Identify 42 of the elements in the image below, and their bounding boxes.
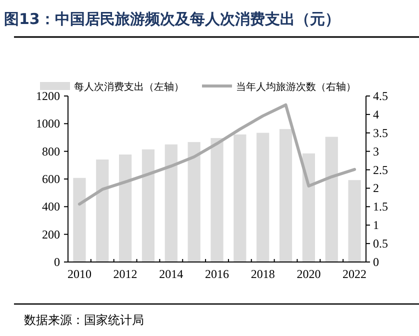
y2-tick-label: 1 <box>373 218 379 232</box>
y-tick-label: 800 <box>42 144 60 158</box>
x-tick-label: 2012 <box>113 267 138 281</box>
bar <box>325 136 338 262</box>
bar <box>210 138 224 262</box>
x-tick-label: 2016 <box>205 267 229 281</box>
y-tick-label: 600 <box>42 172 60 186</box>
y2-tick-label: 0 <box>373 255 379 269</box>
bar <box>279 129 292 262</box>
bar <box>256 132 270 262</box>
legend-label: 每人次消费支出（左轴） <box>74 81 184 93</box>
line-series <box>78 103 356 206</box>
source-note: 数据来源：国家统计局 <box>24 313 144 327</box>
chart-title: 图13：中国居民旅游频次及每人次消费支出（元） <box>4 10 340 28</box>
bar <box>142 149 155 262</box>
y-tick-label: 1200 <box>36 89 60 103</box>
x-tick-label: 2014 <box>159 267 184 281</box>
y2-tick-label: 4.5 <box>373 89 388 103</box>
y-tick-label: 200 <box>42 227 60 242</box>
bar <box>73 178 86 262</box>
bar <box>348 180 361 262</box>
bar <box>164 144 178 262</box>
x-tick-label: 2018 <box>250 267 275 281</box>
bar <box>188 142 200 262</box>
bar <box>119 154 132 262</box>
bar <box>96 159 109 262</box>
y2-tick-label: 1.5 <box>373 200 388 214</box>
x-tick-label: 2010 <box>67 267 92 281</box>
x-tick-label: 2022 <box>342 267 367 281</box>
bar <box>302 153 315 262</box>
y-tick-label: 400 <box>42 200 60 214</box>
y2-tick-label: 3 <box>373 144 379 158</box>
y2-tick-label: 0.5 <box>373 236 388 251</box>
y-tick-label: 0 <box>54 255 60 269</box>
legend-label: 当年人均旅游次数（右轴） <box>236 81 356 93</box>
y2-tick-label: 3.5 <box>373 126 388 140</box>
y2-tick-label: 2 <box>373 181 379 196</box>
y2-tick-label: 2.5 <box>373 162 388 177</box>
y-tick-label: 1000 <box>36 116 60 131</box>
bar <box>234 134 246 262</box>
y2-tick-label: 4 <box>373 107 379 122</box>
x-tick-label: 2020 <box>296 267 321 281</box>
